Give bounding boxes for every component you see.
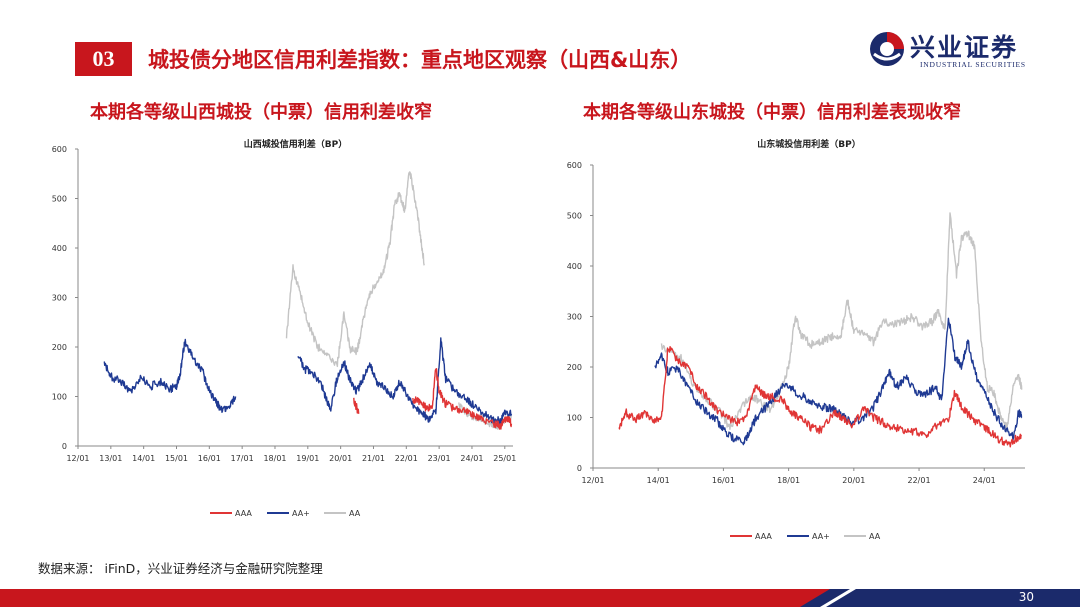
legend-label: AA+ (292, 509, 310, 518)
logo-subtext: INDUSTRIAL SECURITIES (920, 60, 1026, 69)
logo-emblem-icon (870, 32, 904, 66)
series-aaa (618, 345, 1023, 448)
series-aaa (353, 367, 513, 430)
x-tick-label: 18/01 (777, 476, 800, 485)
series-line-aaa (353, 397, 360, 414)
y-tick-label: 400 (52, 244, 67, 253)
page-number: 30 (1018, 590, 1034, 604)
y-tick-label: 600 (52, 145, 67, 154)
series-line-aa (285, 171, 425, 368)
series-aaplus (654, 317, 1023, 446)
shandong-spread-chart: 山东城投信用利差（BP） 0 100 200 300 400 500 600 12/01 14/0… (567, 138, 1025, 541)
series-aa (660, 212, 1023, 430)
legend-label: AA (869, 532, 881, 541)
x-tick-label: 14/01 (132, 454, 155, 463)
x-tick-label: 23/01 (428, 454, 451, 463)
logo-text: 兴业证券 (910, 33, 1019, 62)
y-tick-label: 600 (567, 161, 582, 170)
y-tick-label: 100 (567, 414, 582, 423)
x-tick-label: 15/01 (165, 454, 188, 463)
x-tick-label: 14/01 (647, 476, 670, 485)
series-line-aaa (618, 345, 1023, 448)
chart-title: 山东城投信用利差（BP） (757, 138, 860, 150)
x-tick-label: 17/01 (231, 454, 254, 463)
page-title: 城投债分地区信用利差指数：重点地区观察（山西&山东） (148, 48, 692, 72)
x-tick-label: 20/01 (842, 476, 865, 485)
legend-label: AAA (235, 509, 252, 518)
x-tick-label: 22/01 (908, 476, 931, 485)
footer-band (0, 589, 1080, 607)
y-tick-label: 300 (52, 294, 67, 303)
y-tick-label: 200 (567, 363, 582, 372)
x-tick-label: 24/01 (973, 476, 996, 485)
legend-label: AA (349, 509, 361, 518)
x-tick-label: 19/01 (296, 454, 319, 463)
series-line-aa (660, 212, 1023, 430)
data-source-note: 数据来源： iFinD，兴业证券经济与金融研究院整理 (38, 561, 323, 576)
series-aa (285, 171, 513, 430)
x-tick-label: 22/01 (395, 454, 418, 463)
series-line-aaa (412, 367, 513, 430)
y-tick-label: 0 (577, 464, 582, 473)
legend-label: AA+ (812, 532, 830, 541)
y-tick-label: 100 (52, 393, 67, 402)
left-chart-subtitle: 本期各等级山西城投（中票）信用利差收窄 (90, 102, 432, 123)
y-tick-label: 0 (62, 442, 67, 451)
legend-label: AAA (755, 532, 772, 541)
section-number-badge: 03 (75, 42, 132, 76)
y-tick-label: 300 (567, 313, 582, 322)
x-tick-label: 20/01 (329, 454, 352, 463)
series-aaplus (103, 337, 513, 426)
x-tick-label: 13/01 (99, 454, 122, 463)
x-tick-label: 16/01 (198, 454, 221, 463)
series-line-aaplus (297, 337, 513, 426)
y-tick-label: 200 (52, 343, 67, 352)
x-tick-label: 24/01 (460, 454, 483, 463)
y-tick-label: 500 (52, 195, 67, 204)
x-tick-label: 12/01 (66, 454, 89, 463)
x-tick-label: 25/01 (493, 454, 516, 463)
y-tick-label: 500 (567, 212, 582, 221)
x-tick-label: 21/01 (362, 454, 385, 463)
x-tick-label: 16/01 (712, 476, 735, 485)
x-tick-label: 18/01 (263, 454, 286, 463)
right-chart-subtitle: 本期各等级山东城投（中票）信用利差表现收窄 (583, 102, 961, 123)
chart-title: 山西城投信用利差（BP） (244, 138, 347, 150)
x-tick-label: 12/01 (581, 476, 604, 485)
shanxi-spread-chart: 山西城投信用利差（BP） 0 100 200 300 400 500 600 12/01 13/0… (52, 138, 517, 518)
series-line-aaplus (103, 338, 237, 413)
series-line-aaplus (654, 317, 1023, 446)
brand-logo: 兴业证券 INDUSTRIAL SECURITIES (868, 28, 1058, 74)
y-tick-label: 400 (567, 262, 582, 271)
